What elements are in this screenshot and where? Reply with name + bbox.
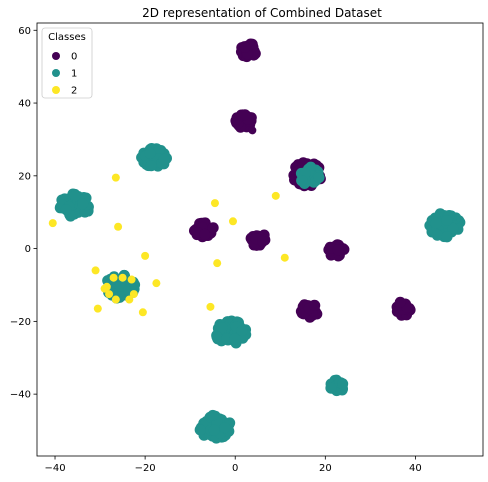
data-point: [325, 383, 336, 394]
data-point: [125, 296, 133, 304]
data-point: [211, 331, 222, 342]
data-point: [49, 219, 57, 227]
data-point: [128, 276, 136, 284]
legend-label: 0: [71, 52, 77, 63]
data-point: [229, 333, 240, 344]
data-point: [61, 204, 72, 215]
y-tick-label: 40: [18, 99, 31, 110]
data-point: [209, 425, 220, 436]
y-tick-label: 20: [18, 171, 31, 182]
y-tick-label: −20: [10, 317, 31, 328]
legend-marker: [52, 86, 60, 94]
x-tick-label: 40: [409, 463, 422, 474]
data-point: [92, 266, 100, 274]
data-point: [395, 297, 406, 308]
data-point: [114, 223, 122, 231]
data-point: [158, 154, 169, 165]
data-point: [77, 199, 88, 210]
data-point: [337, 378, 348, 389]
y-tick-label: 0: [25, 244, 31, 255]
data-point: [206, 303, 214, 311]
chart-title: 2D representation of Combined Dataset: [142, 6, 382, 20]
data-point: [70, 190, 81, 201]
data-point: [442, 231, 453, 242]
data-point: [144, 148, 155, 159]
legend-label: 1: [71, 69, 77, 80]
data-point: [152, 279, 160, 287]
data-point: [257, 236, 268, 247]
data-point: [239, 42, 250, 53]
data-point: [309, 300, 320, 311]
y-tick-label: −40: [10, 390, 31, 401]
data-point: [112, 296, 120, 304]
data-point: [208, 222, 219, 233]
legend-label: 2: [71, 86, 77, 97]
data-point: [213, 259, 221, 267]
data-point: [101, 285, 109, 293]
data-point: [431, 218, 442, 229]
data-point: [296, 175, 307, 186]
data-point: [314, 172, 325, 183]
data-point: [94, 305, 102, 313]
x-tick-label: 0: [232, 463, 238, 474]
x-tick-label: −20: [135, 463, 156, 474]
data-point: [211, 199, 219, 207]
data-point: [207, 410, 218, 421]
x-tick-label: 20: [319, 463, 332, 474]
legend: Classes 0 1 2: [42, 28, 92, 98]
legend-marker: [52, 52, 60, 60]
data-point: [229, 217, 237, 225]
data-point: [281, 254, 289, 262]
data-point: [432, 230, 443, 241]
data-point: [239, 109, 250, 120]
data-point: [119, 274, 127, 282]
y-tick-label: 60: [18, 26, 31, 37]
data-point: [333, 244, 344, 255]
data-point: [141, 252, 149, 260]
data-point: [219, 422, 230, 433]
x-tick-label: −40: [44, 463, 65, 474]
data-point: [146, 160, 157, 171]
data-point: [139, 308, 147, 316]
data-point: [236, 325, 247, 336]
data-point: [195, 424, 206, 435]
legend-marker: [52, 69, 60, 77]
data-point: [248, 126, 256, 134]
data-point: [441, 215, 452, 226]
data-point: [272, 192, 280, 200]
data-point: [110, 274, 118, 282]
data-point: [112, 174, 120, 182]
legend-title: Classes: [48, 32, 86, 43]
